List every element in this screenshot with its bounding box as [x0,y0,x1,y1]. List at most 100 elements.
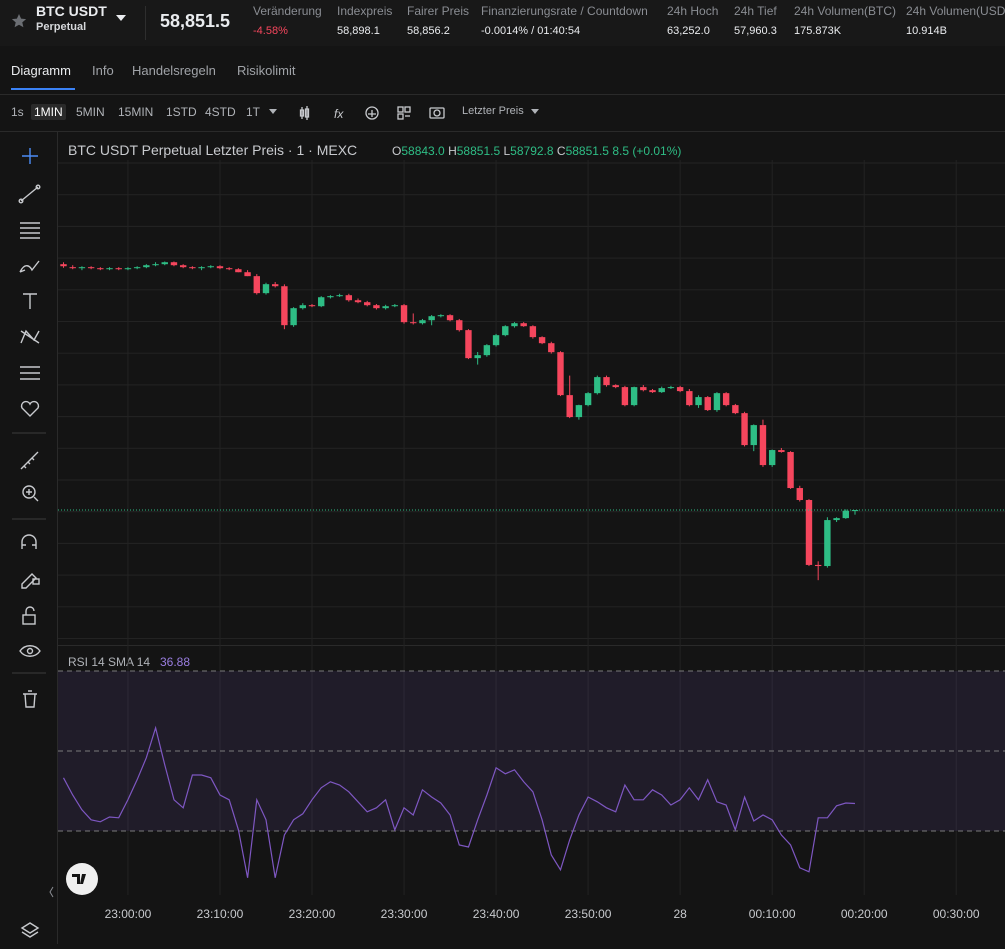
candle-body [538,337,546,344]
candle-body [124,268,132,270]
rsi-current: 36.88 [160,655,190,669]
candle-body [106,268,113,270]
toolbar-icons[interactable]: fx [298,104,538,122]
candle-body [667,387,675,389]
candle-body [336,295,343,297]
tab[interactable]: Info [92,63,114,78]
candle-body [161,262,168,265]
candle-body [787,452,794,489]
candle-body [492,335,500,346]
interval[interactable]: 1MIN [31,104,66,120]
tab[interactable]: Handelsregeln [132,63,216,78]
collapse-arrow[interactable] [49,886,54,898]
stat-label: 24h Volumen(BTC) [794,4,897,18]
x-tick-label: 00:20:00 [841,907,888,921]
candle-body [612,385,619,388]
candle-body [170,262,178,266]
candle-body [115,268,122,270]
candle-body [759,425,767,466]
ohlc-legend: O58843.0 H58851.5 L58792.8 C58851.5 8.5 … [392,144,681,158]
candle-body [676,387,684,392]
legend-value: 58843.0 [401,144,445,158]
contract: Perpetual [36,21,87,33]
candle-body [594,377,601,394]
legend-key: O [392,144,401,158]
candle-body [621,387,629,406]
svg-text:fx: fx [334,107,344,121]
candle-body [483,345,491,356]
x-tick-label: 00:30:00 [933,907,980,921]
candle-body [842,510,849,519]
candle-body [373,305,380,309]
candle-body [814,564,822,567]
interval[interactable]: 1STD [166,105,197,119]
candle-body [308,305,316,307]
x-tick-label: 00:10:00 [749,907,796,921]
interval[interactable]: 15MIN [118,105,154,119]
tab-underline [11,88,75,90]
candle-body [198,267,205,269]
drawing-tools[interactable] [0,131,57,944]
interval[interactable]: 1s [11,105,24,119]
candle-body [235,269,242,273]
rsi-line [62,725,856,878]
stat-label: 24h Hoch [667,4,719,18]
candle-body [805,500,813,565]
interval[interactable]: 1T [246,105,261,119]
stat-value: 10.914B [906,25,947,37]
interval[interactable]: 5MIN [76,105,105,119]
candle-body [520,323,527,327]
candle-body [69,267,76,269]
candle-body [152,264,159,266]
stat-label: Fairer Preis [407,4,470,18]
candle-body [557,352,564,396]
symbol[interactable]: BTC USDT [36,3,107,19]
candle-body [704,397,711,411]
candle-body [575,405,583,418]
candle-body [327,296,334,298]
legend-key: L [503,144,510,158]
candle-body [299,305,307,309]
stat-label: Indexpreis [337,4,393,18]
candle-body [824,520,831,567]
favorite-star[interactable] [11,13,27,29]
tab[interactable]: Risikolimit [237,63,296,78]
tab[interactable]: Diagramm [11,63,71,78]
ticker-bar: BTC USDT Perpetual 58,851.5 Veränderung -… [0,0,1005,46]
legend-value: 58792.8 [510,144,554,158]
candle-body [833,518,840,521]
x-tick-label: 23:40:00 [473,907,520,921]
candle-body [290,308,297,326]
candle-body [419,320,426,324]
candle-body [511,323,518,327]
candle-body [474,355,481,359]
legend-change: 8.5 (+0.01%) [612,144,681,158]
candle-body [566,395,573,418]
candle-body [630,387,638,406]
price-type[interactable]: Letzter Preis [462,105,524,117]
candle-body [465,330,472,359]
candle-body [262,284,270,294]
interval[interactable]: 4STD [205,105,236,119]
interval-caret[interactable] [269,109,277,114]
candle-body [722,393,730,406]
candle-body [400,305,408,323]
candle-body [851,510,859,512]
price-type-caret[interactable] [531,109,539,114]
rsi-title: RSI 14 SMA 14 [68,655,150,669]
legend-key: C [557,144,566,158]
candle-body [382,306,389,309]
candle-body [428,316,435,321]
candle-body [216,266,224,269]
stat-label: 24h Volumen(USDT) [906,4,1005,18]
symbol-caret[interactable] [115,14,127,22]
candle-body [133,267,141,269]
candle-body [97,268,104,270]
legend-value: 58851.5 [457,144,501,158]
drawing-toolbar [0,131,58,944]
candle-body [364,302,371,306]
price-grid [58,160,1005,645]
candle-body [750,425,757,446]
stat-value: 57,960.3 [734,25,777,37]
